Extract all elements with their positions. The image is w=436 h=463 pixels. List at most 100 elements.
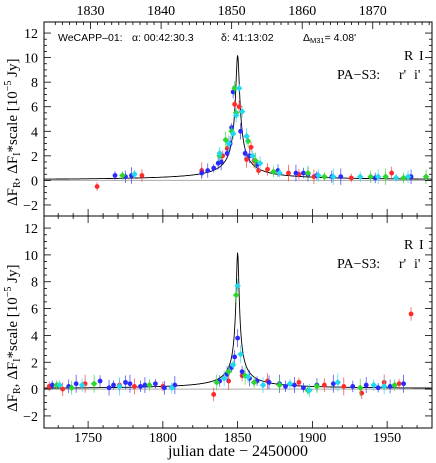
ylabel-part-c: *scale [10 (5, 297, 21, 358)
point-marker (127, 381, 133, 387)
point-marker (243, 132, 250, 140)
model-curve (44, 55, 432, 180)
point-marker (375, 385, 381, 391)
point-marker (306, 387, 313, 394)
point-marker (225, 140, 232, 147)
data-point (321, 378, 327, 392)
data-point (106, 379, 112, 396)
point-marker (392, 174, 400, 182)
data-point (422, 169, 430, 184)
axes-ticks: −2 0 2 4 6 8 10 12 −2 0 2 4 6 8 10 12 1830 1840 1850 1860 18… (23, 4, 432, 446)
data-point (265, 163, 270, 176)
data-point (401, 374, 406, 393)
point-marker (389, 170, 395, 176)
legend-i-prime: i' (414, 68, 420, 83)
point-marker (301, 170, 306, 176)
data-point (49, 380, 55, 390)
data-point (211, 387, 217, 402)
y-tick-label: 12 (24, 222, 38, 237)
top-legend: R I PA−S3: r' i' (337, 49, 424, 83)
point-marker (242, 150, 248, 156)
point-marker (259, 381, 267, 389)
point-marker (112, 173, 118, 178)
point-marker (301, 385, 306, 391)
data-point (232, 350, 238, 364)
point-marker (408, 311, 414, 317)
data-point (231, 81, 238, 96)
legend-pa-s3: PA−S3: (337, 257, 380, 272)
data-point (304, 165, 312, 181)
data-point (242, 148, 248, 159)
data-point (296, 377, 302, 388)
ylabel-part-a: ΔF (5, 394, 21, 412)
data-point (348, 173, 354, 183)
data-point (374, 169, 382, 184)
point-marker (132, 384, 137, 389)
x-tick-label: 1900 (298, 431, 326, 446)
data-point (116, 377, 123, 396)
legend-I: I (419, 49, 424, 64)
ylabel-part-d: Jy] (5, 265, 21, 287)
top-x-tick-label: 1860 (288, 4, 316, 19)
data-point (216, 147, 223, 160)
data-point (252, 152, 259, 169)
top-panel: WeCAPP–01: α: 00:42:30.3 δ: 41:13:02 ΔM3… (43, 21, 433, 217)
data-point (334, 373, 342, 392)
data-point (220, 370, 228, 387)
y-tick-label: 4 (31, 329, 38, 344)
bottom-legend: R I PA−S3: r' i' (337, 238, 424, 272)
point-marker (235, 85, 243, 92)
point-marker (238, 108, 246, 115)
data-point (235, 84, 243, 93)
annotation-distance-sub: M31 (310, 36, 325, 45)
data-point (389, 166, 395, 180)
data-point (270, 166, 277, 178)
point-marker (60, 386, 66, 392)
point-marker (387, 384, 393, 389)
data-point (306, 383, 313, 398)
data-point (139, 169, 145, 182)
data-point (97, 375, 103, 387)
data-point (229, 360, 237, 370)
top-x-tick-label: 1830 (77, 4, 105, 19)
point-marker (380, 383, 388, 390)
legend-i-prime: i' (414, 257, 420, 272)
point-marker (131, 171, 138, 178)
data-point (248, 141, 254, 153)
point-marker (286, 170, 291, 176)
point-marker (231, 85, 238, 92)
point-marker (161, 385, 167, 391)
point-marker (404, 173, 412, 180)
data-point (152, 379, 158, 389)
point-marker (94, 184, 100, 189)
data-point (283, 380, 288, 393)
data-point (73, 374, 79, 393)
y-tick-label: 10 (24, 52, 38, 67)
point-marker (321, 382, 327, 388)
data-point (249, 150, 256, 162)
point-marker (338, 174, 344, 180)
data-point (330, 374, 336, 393)
bottom-panel-marks (44, 252, 432, 402)
point-marker (350, 384, 356, 389)
point-marker (152, 381, 158, 387)
point-marker (249, 152, 256, 160)
point-marker (90, 380, 98, 387)
point-marker (73, 381, 79, 387)
top-panel-frame (43, 21, 433, 217)
data-point (408, 307, 414, 321)
y-tick-label: 6 (31, 303, 38, 318)
legend-r-prime: r' (399, 68, 406, 83)
model-curve (44, 252, 432, 389)
data-point (396, 379, 402, 389)
data-point (127, 374, 133, 393)
data-point (238, 105, 246, 118)
y-tick-label: −2 (23, 199, 38, 214)
data-point (131, 169, 138, 179)
data-point (211, 163, 217, 173)
data-point (404, 170, 412, 183)
x-tick-label: 1750 (74, 431, 102, 446)
data-point (90, 374, 98, 393)
x-tick-label: 1950 (373, 431, 401, 446)
data-point (213, 374, 220, 391)
